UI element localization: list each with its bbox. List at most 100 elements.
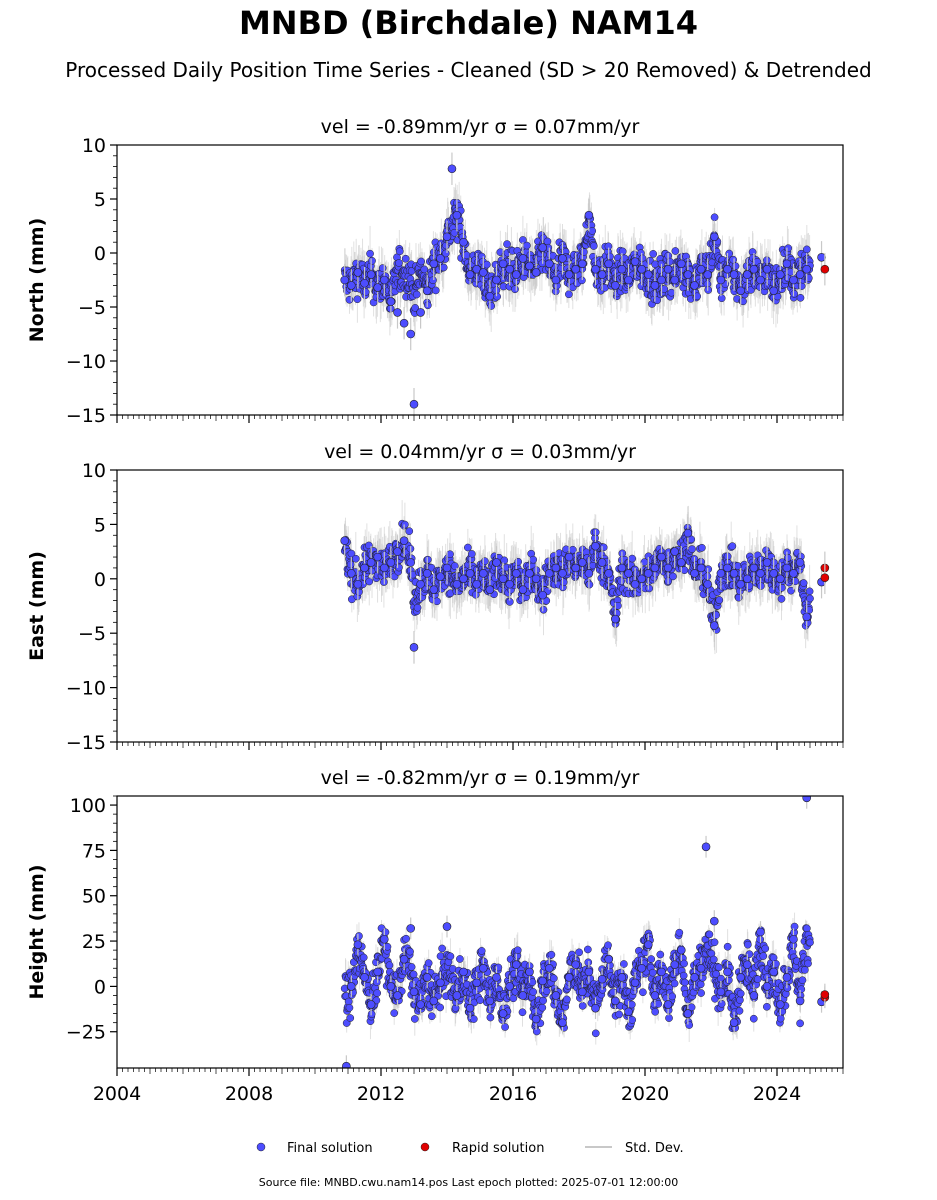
final-point — [487, 302, 496, 310]
final-point — [462, 251, 471, 260]
final-point — [467, 550, 476, 558]
final-point — [401, 254, 410, 263]
final-point — [395, 259, 403, 267]
final-point — [395, 563, 403, 572]
final-point — [680, 566, 689, 575]
final-point — [599, 543, 608, 552]
final-point — [577, 259, 587, 269]
final-point — [589, 242, 598, 250]
final-point — [669, 572, 677, 581]
final-point — [498, 259, 508, 269]
final-point — [802, 245, 811, 254]
final-point — [630, 257, 640, 266]
final-point — [742, 270, 752, 279]
final-point — [345, 295, 354, 304]
final-point — [346, 560, 355, 569]
final-point — [424, 555, 432, 564]
final-point — [378, 264, 387, 272]
y-axis-label-north: North (mm) — [26, 218, 48, 343]
final-point — [429, 276, 437, 285]
final-point — [749, 264, 759, 274]
final-point — [429, 259, 439, 269]
final-point — [604, 259, 614, 269]
final-point — [729, 255, 738, 264]
final-point — [464, 543, 472, 552]
final-point — [762, 264, 772, 274]
final-point — [411, 304, 420, 312]
final-point — [617, 577, 625, 586]
final-point — [511, 285, 519, 294]
final-point — [775, 270, 785, 279]
final-point — [624, 275, 633, 285]
final-point — [715, 596, 724, 604]
final-point — [379, 275, 389, 285]
final-point — [395, 247, 404, 256]
final-point — [731, 262, 740, 271]
final-point — [790, 289, 799, 298]
final-point — [728, 542, 737, 550]
final-point — [505, 264, 515, 274]
rapid-point — [820, 264, 830, 274]
y-tick-label: −15 — [66, 405, 106, 427]
plot-area-north — [340, 152, 830, 415]
final-point — [346, 281, 356, 290]
final-point — [717, 294, 726, 303]
final-point — [523, 241, 531, 250]
final-point — [551, 275, 561, 285]
final-point — [511, 270, 521, 279]
final-point — [802, 264, 812, 274]
final-solution-points-east — [340, 519, 814, 634]
final-point — [492, 275, 501, 285]
final-point — [500, 556, 509, 565]
final-point — [703, 270, 713, 279]
final-point — [483, 260, 491, 269]
final-point — [571, 264, 581, 274]
final-point — [784, 244, 793, 253]
final-point — [412, 290, 421, 299]
final-point — [481, 557, 489, 565]
final-point — [401, 520, 409, 529]
final-point — [559, 578, 568, 587]
final-point — [610, 281, 620, 290]
final-point — [465, 270, 475, 279]
final-point — [614, 601, 622, 610]
final-point — [353, 268, 363, 277]
final-point — [503, 240, 511, 248]
final-point — [361, 288, 370, 296]
final-point — [538, 243, 548, 252]
final-point — [777, 595, 786, 603]
final-point — [539, 605, 548, 614]
final-point — [366, 270, 376, 279]
final-point — [368, 256, 376, 265]
final-point — [431, 286, 440, 295]
final-point — [393, 308, 402, 317]
final-point — [716, 275, 726, 285]
final-point — [450, 562, 459, 570]
final-point — [405, 527, 414, 536]
final-point — [442, 232, 452, 242]
final-point — [665, 257, 674, 266]
plot-area-east — [340, 500, 830, 664]
final-point — [353, 295, 362, 304]
final-point — [409, 399, 419, 409]
y-tick-label: −5 — [78, 297, 106, 319]
final-point — [544, 259, 554, 269]
final-point — [433, 597, 441, 606]
final-point — [399, 318, 409, 328]
final-point — [712, 611, 720, 619]
y-tick-label: 0 — [94, 243, 106, 265]
final-point — [787, 586, 795, 595]
final-point — [514, 557, 522, 566]
final-point — [459, 237, 468, 247]
final-point — [696, 264, 706, 274]
final-point — [670, 275, 680, 285]
final-point — [588, 227, 597, 235]
final-point — [531, 268, 541, 277]
final-point — [529, 555, 538, 564]
final-point — [709, 232, 719, 242]
final-point — [645, 584, 654, 593]
final-point — [485, 291, 495, 301]
final-point — [667, 288, 676, 297]
final-point — [564, 290, 573, 299]
